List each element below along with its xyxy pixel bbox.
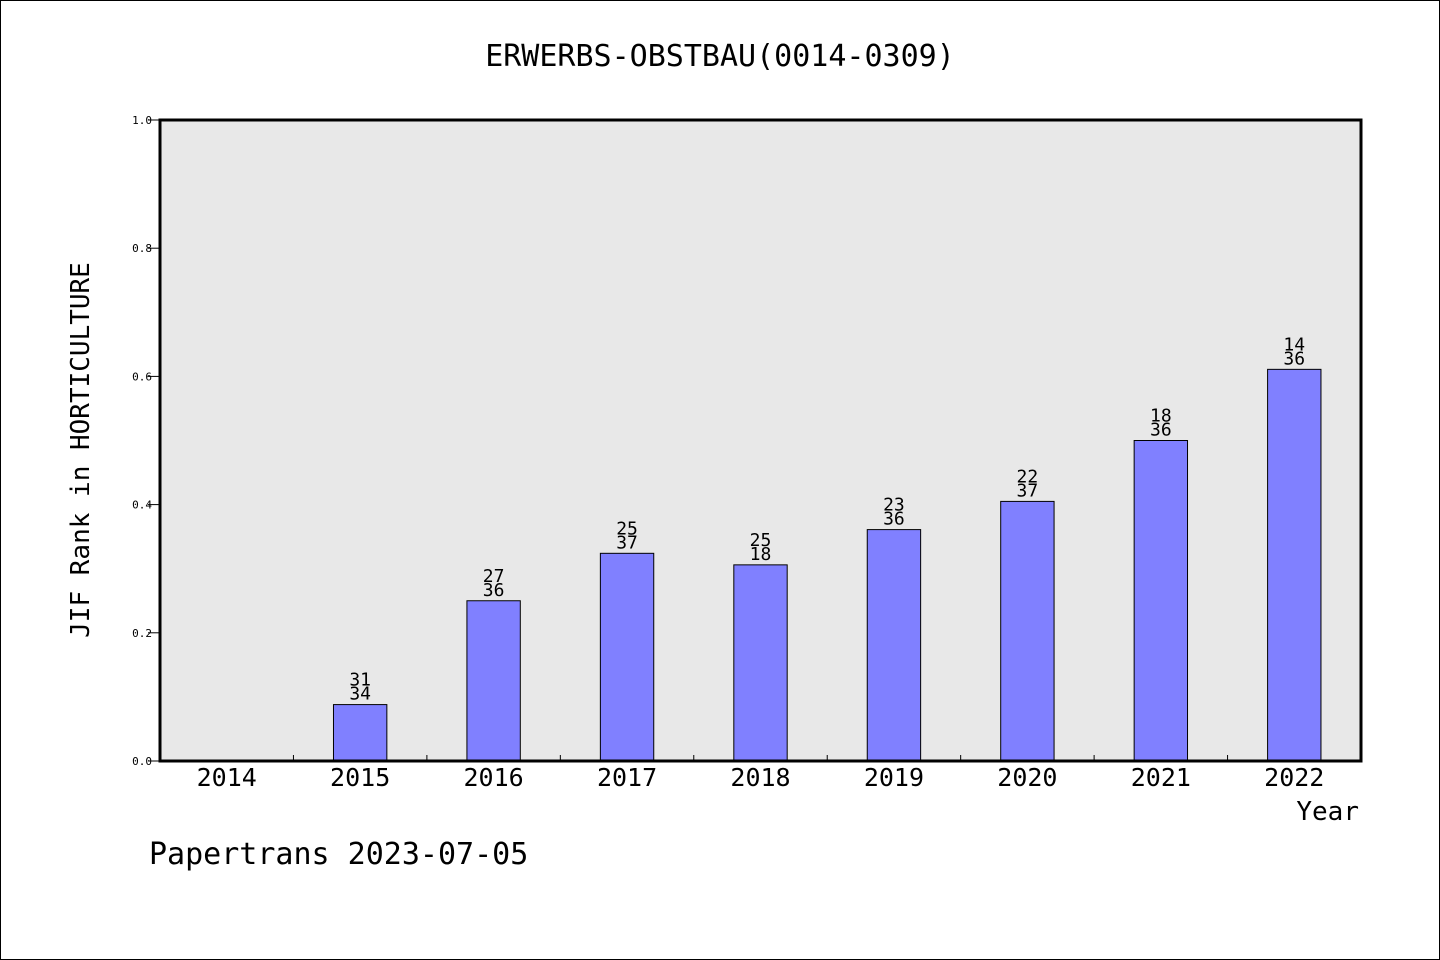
plot-border: [158, 118, 1363, 763]
bar-label-rank: 18: [1150, 406, 1172, 427]
bar-label-total: 36: [1150, 420, 1172, 441]
y-tick-label: 0.6: [132, 370, 152, 383]
chart-title: ERWERBS-OBSTBAU(0014-0309): [485, 39, 955, 74]
y-tick-label: 0.0: [132, 755, 152, 768]
bar-2019: [866, 529, 922, 762]
x-tick-label: 2016: [464, 763, 524, 792]
x-tick-label: 2014: [197, 763, 257, 792]
bar-label-total: 36: [1283, 348, 1305, 369]
bar-label-total: 36: [483, 580, 505, 601]
bar-label-total: 37: [1017, 480, 1039, 501]
x-tick-label: 2020: [997, 763, 1057, 792]
bar-label-total: 18: [750, 544, 772, 565]
bar-label-rank: 31: [349, 670, 371, 691]
x-tick-label: 2017: [597, 763, 657, 792]
bar-label-rank: 14: [1283, 334, 1305, 355]
y-axis: 0.0 0.2 0.4 0.6 0.8 1.0: [132, 114, 160, 768]
bar-2016: [466, 600, 521, 762]
y-tick-label: 0.2: [132, 627, 152, 640]
x-tick-label: 2022: [1264, 763, 1324, 792]
bar-2020: [1000, 500, 1055, 762]
x-tick-label: 2019: [864, 763, 924, 792]
bar-label-rank: 27: [483, 566, 505, 587]
bars-layer: [332, 368, 1322, 762]
x-tick-label: 2018: [730, 763, 790, 792]
x-tick-label: 2015: [330, 763, 390, 792]
bar-label-rank: 25: [616, 518, 638, 539]
y-tick-label: 0.4: [132, 499, 152, 512]
x-tick-label: 2021: [1131, 763, 1191, 792]
x-axis-label: Year: [1296, 797, 1359, 827]
x-axis: 2014 2015 2016 2017 2018 2019 2020 2021 2022: [197, 755, 1324, 792]
bar-label-rank: 23: [883, 495, 905, 516]
bar-label-total: 37: [616, 532, 638, 553]
footer-watermark: Papertrans 2023-07-05: [149, 837, 528, 872]
y-tick-label: 1.0: [132, 114, 152, 127]
bar-2022: [1267, 368, 1322, 762]
y-axis-label: JIF Rank in HORTICULTURE: [66, 262, 96, 638]
bar-2018: [733, 564, 788, 762]
bar-2015: [332, 704, 388, 762]
bar-label-total: 34: [349, 684, 371, 705]
bar-label-rank: 25: [750, 530, 772, 551]
y-tick-label: 0.8: [132, 242, 152, 255]
bar-2017: [599, 552, 655, 762]
bar-label-total: 36: [883, 509, 905, 530]
bar-2021: [1133, 440, 1189, 762]
bar-label-rank: 22: [1017, 466, 1039, 487]
